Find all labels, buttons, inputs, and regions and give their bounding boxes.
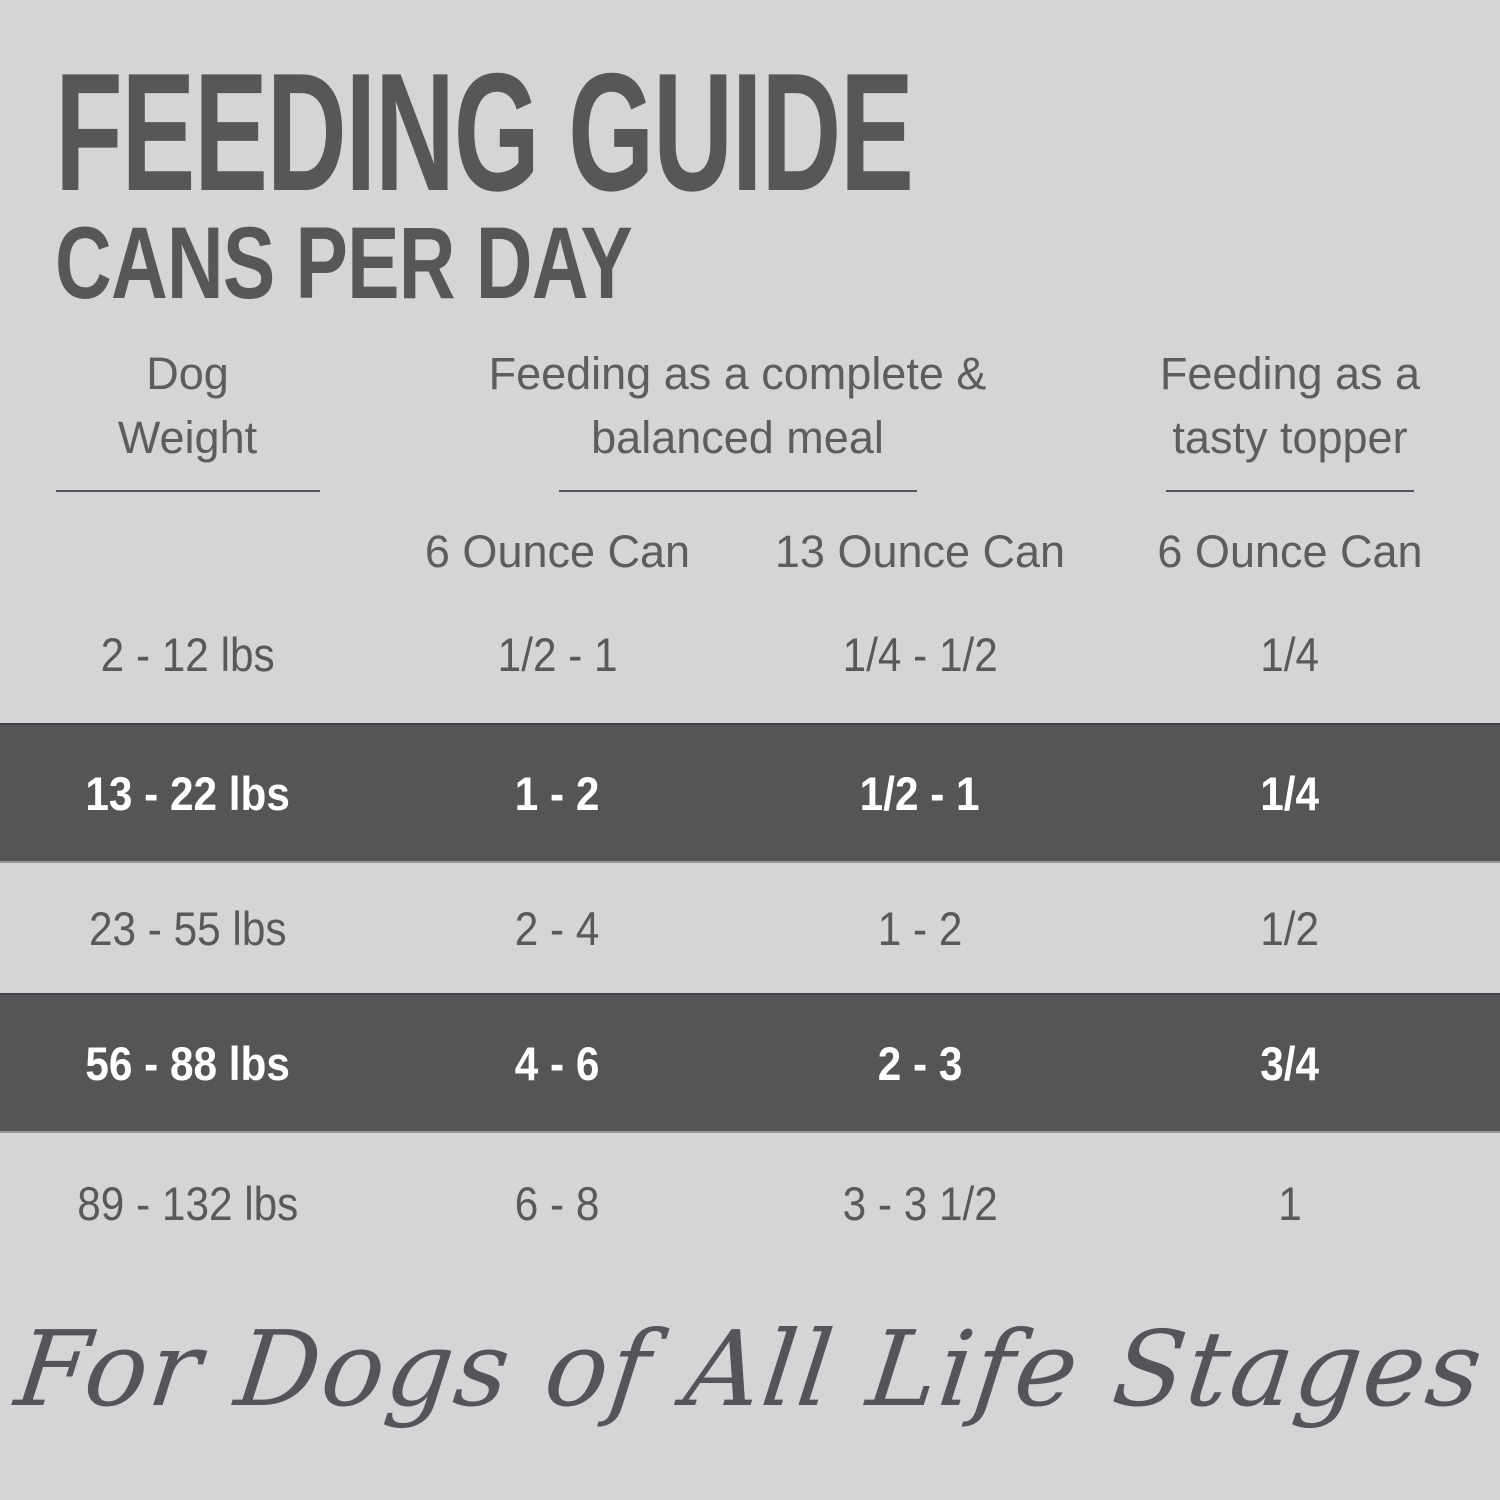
life-stages-script-text: For Dogs of All Life Stages: [9, 1308, 1491, 1430]
cell-topper: 1/4: [1100, 766, 1480, 821]
cell-topper: 1/2: [1100, 901, 1480, 956]
header-dog-weight: Dog Weight: [0, 342, 375, 492]
table-row-highlighted: 13 - 22 lbs 1 - 2 1/2 - 1 1/4: [0, 723, 1500, 863]
cell-6oz: 1 - 2: [375, 766, 740, 821]
cell-text: 1/4: [1260, 627, 1320, 681]
cell-text: 23 - 55 lbs: [88, 901, 287, 955]
cell-text: 1 - 2: [877, 901, 963, 955]
cell-text: 3 - 3 1/2: [842, 1176, 998, 1230]
page-subtitle: CANS PER DAY: [55, 206, 633, 320]
cell-weight: 2 - 12 lbs: [0, 627, 375, 682]
cell-6oz: 6 - 8: [375, 1176, 740, 1231]
cell-13oz: 1 - 2: [740, 901, 1100, 956]
cell-weight: 56 - 88 lbs: [0, 1036, 375, 1091]
header-tasty-topper: Feeding as a tasty topper: [1100, 342, 1480, 492]
page-title: FEEDING GUIDE: [55, 38, 914, 226]
cell-13oz: 1/4 - 1/2: [740, 627, 1100, 682]
cell-text: 89 - 132 lbs: [76, 1176, 299, 1230]
header-dog-weight-line2: Weight: [117, 412, 258, 463]
header-underline: [1166, 490, 1414, 492]
cell-topper: 1: [1100, 1176, 1480, 1231]
table-row: 89 - 132 lbs 6 - 8 3 - 3 1/2 1: [0, 1133, 1500, 1273]
cell-text: 2 - 3: [877, 1036, 963, 1090]
cell-text: 2 - 4: [515, 901, 600, 955]
cell-13oz: 3 - 3 1/2: [740, 1176, 1100, 1231]
cell-text: 1/2 - 1: [860, 766, 980, 820]
cell-weight: 23 - 55 lbs: [0, 901, 375, 956]
cell-text: 6 - 8: [515, 1176, 600, 1230]
header-complete-meal-line2: balanced meal: [591, 412, 884, 463]
cell-13oz: 1/2 - 1: [740, 766, 1100, 821]
table-header-row: Dog Weight Feeding as a complete & balan…: [0, 342, 1480, 492]
table-row: 23 - 55 lbs 2 - 4 1 - 2 1/2: [0, 863, 1500, 993]
cell-text: 2 - 12 lbs: [100, 627, 275, 681]
cell-13oz: 2 - 3: [740, 1036, 1100, 1091]
table-row: 2 - 12 lbs 1/2 - 1 1/4 - 1/2 1/4: [0, 585, 1500, 723]
table-row-highlighted: 56 - 88 lbs 4 - 6 2 - 3 3/4: [0, 993, 1500, 1133]
subheader-topper-6oz-can: 6 Ounce Can: [1157, 526, 1423, 577]
cell-weight: 13 - 22 lbs: [0, 766, 375, 821]
cell-6oz: 1/2 - 1: [375, 627, 740, 682]
cell-6oz: 4 - 6: [375, 1036, 740, 1091]
header-dog-weight-line1: Dog: [146, 348, 229, 399]
cell-text: 1/2: [1260, 901, 1320, 955]
cell-text: 13 - 22 lbs: [85, 766, 290, 820]
subheader-6oz-can: 6 Ounce Can: [424, 526, 691, 577]
header-underline: [55, 490, 320, 492]
cell-weight: 89 - 132 lbs: [0, 1176, 375, 1231]
subheader-13oz-can: 13 Ounce Can: [774, 526, 1066, 577]
cell-topper: 1/4: [1100, 627, 1480, 682]
cell-text: 56 - 88 lbs: [85, 1036, 290, 1090]
header-tasty-topper-line2: tasty topper: [1172, 412, 1408, 463]
cell-text: 1/4: [1260, 766, 1320, 820]
cell-text: 1/2 - 1: [497, 627, 618, 681]
header-complete-meal: Feeding as a complete & balanced meal: [375, 342, 1100, 492]
cell-6oz: 2 - 4: [375, 901, 740, 956]
header-tasty-topper-line1: Feeding as a: [1159, 348, 1421, 399]
cell-text: 1: [1278, 1176, 1302, 1230]
header-complete-meal-line1: Feeding as a complete &: [488, 348, 987, 399]
subheader-spacer: [0, 522, 375, 582]
cell-topper: 3/4: [1100, 1036, 1480, 1091]
cell-text: 1 - 2: [515, 766, 600, 820]
table-body: 2 - 12 lbs 1/2 - 1 1/4 - 1/2 1/4 13 - 22…: [0, 585, 1500, 1273]
table-subheader-row: 6 Ounce Can 13 Ounce Can 6 Ounce Can: [0, 522, 1480, 582]
cell-text: 3/4: [1260, 1036, 1320, 1090]
cell-text: 1/4 - 1/2: [842, 627, 998, 681]
cell-text: 4 - 6: [515, 1036, 600, 1090]
header-underline: [558, 490, 917, 492]
